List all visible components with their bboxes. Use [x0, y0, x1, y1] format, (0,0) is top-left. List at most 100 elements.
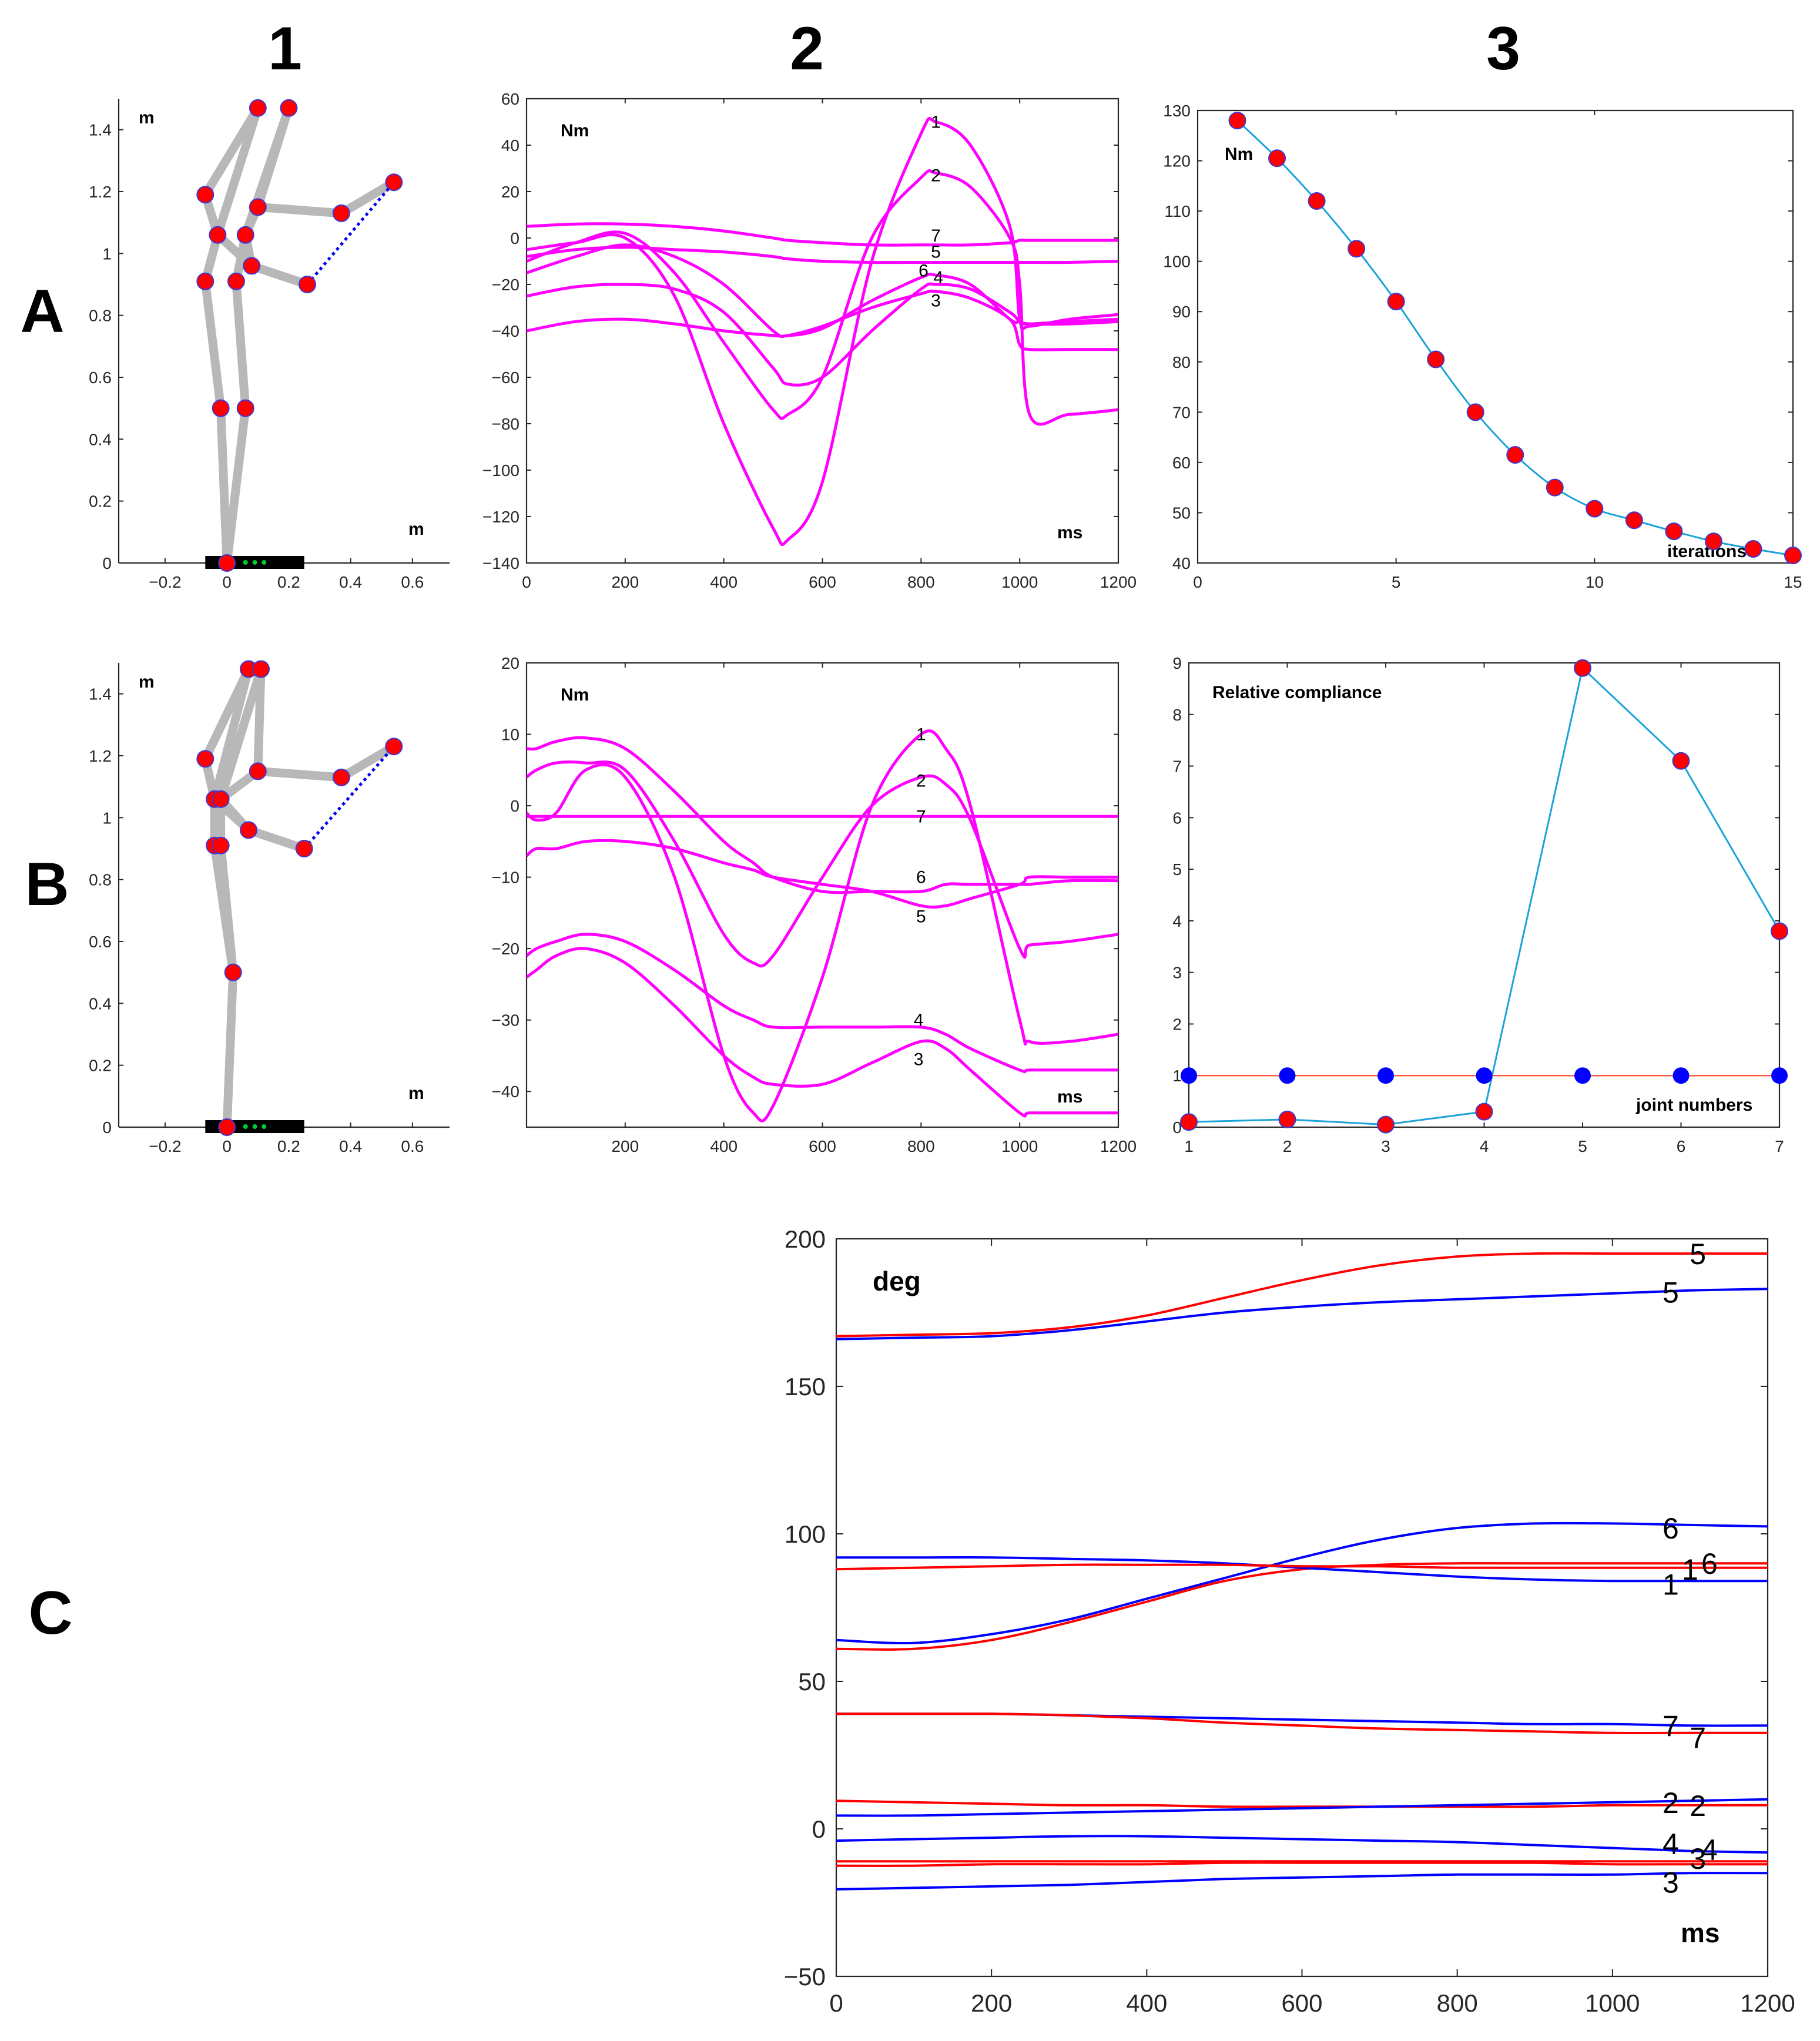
chart-title: Relative compliance: [1212, 683, 1382, 702]
x-tick-label: 0: [222, 573, 232, 591]
y-tick-label: −20: [492, 276, 520, 294]
joint-marker: [227, 272, 245, 290]
x-tick-label: 600: [1281, 1989, 1322, 2017]
joint-marker: [332, 204, 350, 222]
panel-a2: 0 200 400 600 800 1000 12006040200−20−40−60−80…: [482, 90, 1137, 591]
y-tick-label: 2: [1172, 1015, 1182, 1033]
x-tick-label: 1200: [1740, 1989, 1795, 2017]
joint-marker: [209, 226, 227, 244]
series-label: 7: [931, 226, 941, 246]
y-tick-label: 20: [501, 183, 519, 201]
body-segment: [253, 202, 346, 218]
series-label: 3: [1690, 1842, 1706, 1875]
torque-series-6: [527, 243, 1118, 339]
foot-marker: [243, 1124, 248, 1129]
y-tick-label: 60: [501, 90, 519, 108]
torque-series-4: [527, 282, 1118, 387]
y-tick-label: 5: [1172, 860, 1182, 879]
x-unit-label: ms: [1057, 1087, 1082, 1107]
series-label: 7: [1690, 1721, 1706, 1754]
row-label-a: A: [20, 277, 64, 346]
y-tick-label: 4: [1172, 912, 1182, 930]
panel-b2: 200 400 600 800 1000 1200 20 10 0 −10 −20 −30 −40 Nm m…: [492, 654, 1137, 1155]
foot-marker: [262, 1124, 267, 1129]
angle-series-6-red: [836, 1562, 1768, 1651]
body-segment: [213, 103, 263, 240]
angle-series-6-blue: [836, 1521, 1768, 1644]
y-tick-label: 200: [785, 1225, 826, 1253]
x-tick-label: 0.2: [277, 573, 300, 591]
x-tick-label: 200: [611, 573, 639, 591]
series-label: 6: [1701, 1547, 1718, 1580]
angle-series-4-blue: [836, 1835, 1768, 1854]
y-tick-label: 0: [812, 1815, 826, 1843]
series-label: 5: [1690, 1238, 1706, 1271]
joint-marker: [224, 963, 242, 981]
y-tick-label: 120: [1163, 152, 1191, 170]
joint-marker: [298, 276, 316, 293]
x-unit-label: joint numbers: [1635, 1095, 1752, 1115]
y-tick-label: 1: [1172, 1067, 1182, 1085]
x-tick-label: 1000: [1585, 1989, 1640, 2017]
x-tick-label: 1200: [1100, 1137, 1137, 1155]
y-tick-label: 1: [102, 244, 112, 263]
x-tick-label: 400: [710, 1137, 738, 1155]
angle-series-1-blue: [836, 1556, 1768, 1583]
series-label: 1: [1663, 1568, 1679, 1601]
y-tick-label: 20: [501, 654, 519, 672]
y-tick-label: 90: [1172, 303, 1191, 321]
cost-point: [1387, 293, 1405, 311]
y-unit-label: m: [139, 108, 155, 128]
reference-point: [1771, 1067, 1788, 1084]
cost-point: [1348, 240, 1366, 258]
y-tick-label: −10: [492, 869, 520, 887]
y-tick-label: −80: [492, 415, 520, 433]
y-tick-label: −30: [492, 1011, 520, 1030]
joint-marker: [385, 738, 403, 756]
series-label: 4: [914, 1011, 924, 1030]
x-tick-label: 0: [829, 1989, 843, 2017]
y-tick-label: 0.2: [89, 492, 112, 511]
series-label: 7: [1663, 1710, 1679, 1742]
y-tick-label: −20: [492, 940, 520, 958]
foot-marker: [243, 560, 248, 565]
y-tick-label: −50: [784, 1963, 826, 1990]
series-label: 1: [916, 725, 926, 745]
body-segment: [337, 742, 398, 782]
angle-series-5-blue: [836, 1288, 1768, 1340]
compliance-point: [1278, 1110, 1296, 1128]
x-tick-label: 0.6: [401, 1137, 424, 1155]
x-tick-label: 0.4: [339, 1137, 362, 1155]
foot-marker: [252, 560, 257, 565]
y-tick-label: 6: [1172, 809, 1182, 827]
axes-box: [525, 98, 1120, 564]
x-tick-label: 1: [1184, 1137, 1194, 1155]
reference-point: [1181, 1067, 1197, 1084]
y-tick-label: 1.2: [89, 747, 112, 765]
angle-series-3-red: [836, 1861, 1768, 1867]
x-tick-label: 5: [1578, 1137, 1587, 1155]
y-tick-label: 0.2: [89, 1057, 112, 1075]
joint-marker: [249, 762, 267, 780]
y-tick-label: 0: [102, 1118, 112, 1137]
y-tick-label: 50: [798, 1668, 826, 1695]
torque-series-3: [527, 289, 1118, 351]
y-tick-label: −60: [492, 368, 520, 387]
series-label: 6: [916, 868, 926, 887]
x-tick-label: 200: [611, 1137, 639, 1155]
compliance-point: [1377, 1115, 1395, 1134]
joint-marker: [332, 768, 350, 786]
torque-series-1: [527, 116, 1118, 547]
y-tick-label: 1.4: [89, 685, 112, 703]
x-tick-label: 400: [710, 573, 738, 591]
joint-marker: [218, 554, 236, 572]
reference-point: [1279, 1067, 1296, 1084]
y-tick-label: 10: [501, 726, 519, 744]
joint-marker: [212, 790, 230, 808]
torque-series-1: [527, 729, 1118, 1122]
compliance-line: [1188, 666, 1781, 1126]
x-tick-label: −0.2: [149, 1137, 181, 1155]
series-label: 3: [1663, 1866, 1679, 1899]
